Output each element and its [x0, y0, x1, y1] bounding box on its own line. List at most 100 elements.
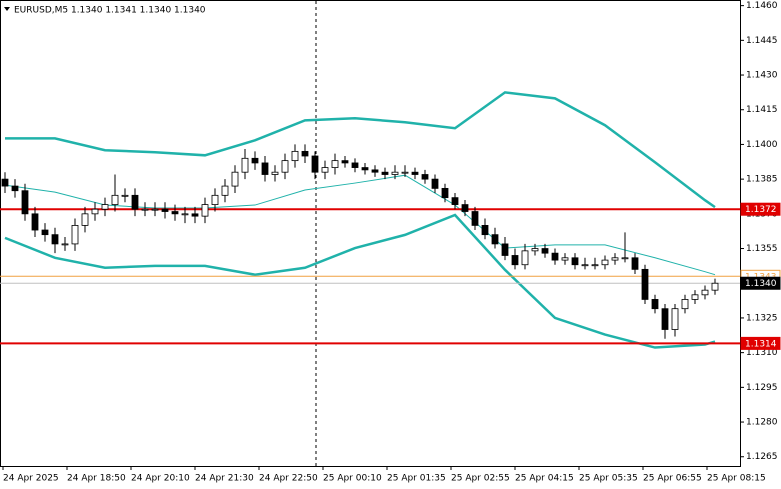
candle-body [421, 174, 429, 180]
candle-body [691, 294, 699, 300]
candle-body [11, 185, 19, 192]
candle-body [301, 150, 309, 157]
candle-body [491, 234, 499, 245]
candle-body [671, 308, 679, 330]
candle-body [651, 299, 659, 310]
candle-body [511, 255, 519, 266]
candle-body [251, 157, 259, 164]
candle-body [31, 213, 39, 231]
candle-body [481, 225, 489, 236]
candle-body [601, 259, 609, 266]
candle-body [271, 171, 279, 175]
y-tick-label: 1.1265 [746, 452, 778, 462]
candle-body [591, 264, 599, 267]
candle-body [61, 243, 69, 246]
x-tick-label: 25 Apr 00:10 [323, 474, 382, 484]
candle-body [641, 268, 649, 300]
candle-body [51, 234, 59, 245]
x-tick-label: 25 Apr 05:35 [579, 474, 638, 484]
candle-body [311, 155, 319, 173]
candle-body [321, 167, 329, 173]
y-tick-label: 1.1415 [746, 105, 778, 115]
chart-title: EURUSD,M5 1.1340 1.1341 1.1340 1.1340 [14, 6, 206, 16]
x-tick-label: 24 Apr 18:50 [67, 474, 126, 484]
candle-body [571, 257, 579, 266]
y-tick-label: 1.1445 [746, 36, 778, 46]
candle-body [361, 167, 369, 171]
candle-body [451, 197, 459, 205]
candle-body [141, 208, 149, 211]
x-tick-label: 25 Apr 08:15 [707, 474, 766, 484]
level-tag [740, 336, 781, 350]
x-tick-label: 24 Apr 22:50 [259, 474, 318, 484]
candle-body [91, 208, 99, 215]
candle-body [231, 171, 239, 187]
candle-body [701, 289, 709, 296]
candle-body [171, 211, 179, 215]
candle-body [441, 187, 449, 199]
candle-body [181, 213, 189, 216]
candle-body [551, 252, 559, 261]
candle-body [531, 248, 539, 252]
candle-body [351, 162, 359, 168]
x-tick-label: 24 Apr 2025 [3, 474, 59, 484]
candle-body [471, 211, 479, 226]
x-tick-label: 24 Apr 20:10 [131, 474, 190, 484]
bollinger-band [4, 213, 716, 349]
collapse-arrow[interactable] [4, 7, 10, 11]
y-tick-label: 1.1325 [746, 313, 778, 323]
candle-body [221, 185, 229, 196]
x-tick-label: 25 Apr 02:55 [451, 474, 510, 484]
candle-body [431, 178, 439, 189]
candle-body [381, 171, 389, 175]
y-tick-label: 1.1355 [746, 244, 778, 254]
candle-body [81, 213, 89, 226]
candle-body [131, 194, 139, 210]
candle-body [261, 162, 269, 175]
candle-body [211, 194, 219, 205]
candle-body [611, 257, 619, 261]
candle-body [631, 257, 639, 270]
candle-body [21, 190, 29, 215]
level-label: 1.1340 [745, 279, 777, 289]
candle-body [341, 160, 349, 164]
candle-body [41, 229, 49, 236]
bollinger-band [4, 174, 716, 276]
candle-body [191, 213, 199, 217]
candle-body [681, 299, 689, 310]
candle-body [411, 171, 419, 175]
candle-body [71, 225, 79, 245]
candle-body [201, 204, 209, 217]
bollinger-band [5, 91, 716, 209]
level-label: 1.1372 [745, 205, 777, 215]
y-tick-label: 1.1295 [746, 383, 778, 393]
candle-body [101, 204, 109, 210]
candle-body [561, 257, 569, 261]
candle-body [461, 204, 469, 212]
level-tag [740, 276, 781, 290]
y-tick-label: 1.1400 [746, 140, 778, 150]
y-tick-label: 1.1310 [746, 348, 778, 358]
candle-body [541, 248, 549, 254]
candle-body [501, 243, 509, 256]
candle-body [241, 157, 249, 173]
candle-body [371, 169, 379, 173]
candle-body [621, 257, 629, 260]
level-tag [740, 202, 781, 216]
x-tick-label: 25 Apr 01:35 [387, 474, 446, 484]
candle-body [331, 160, 339, 168]
y-tick-label: 1.1460 [746, 1, 778, 11]
x-tick-label: 25 Apr 04:15 [515, 474, 574, 484]
candle-body [391, 171, 399, 175]
candle-body [111, 194, 119, 205]
candle-body [291, 150, 299, 162]
candle-body [661, 308, 669, 330]
candle-body [1, 178, 9, 187]
candle-body [401, 171, 409, 174]
candle-body [151, 208, 159, 211]
y-tick-label: 1.1430 [746, 71, 778, 81]
candle-body [521, 250, 529, 266]
candle-body [711, 282, 719, 291]
candle-body [121, 194, 129, 197]
